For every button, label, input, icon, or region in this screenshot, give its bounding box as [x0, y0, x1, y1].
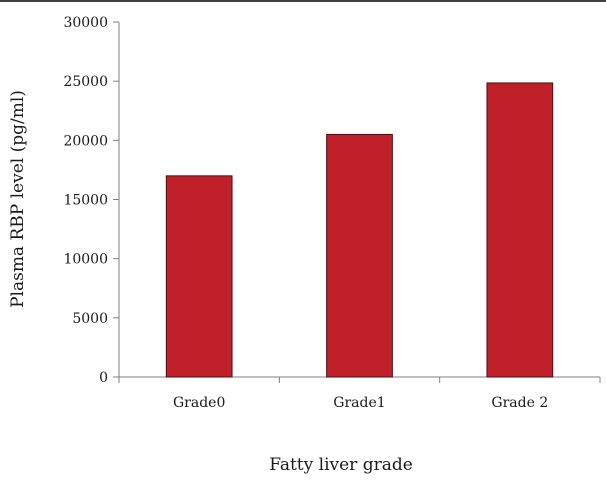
x-axis-title: Fatty liver grade — [269, 455, 413, 475]
x-tick-label: Grade 2 — [491, 395, 548, 411]
x-tick-label: Grade0 — [173, 395, 225, 411]
bar-grade1 — [326, 133, 393, 378]
bars — [165, 82, 554, 378]
y-tick-label: 10000 — [63, 252, 108, 268]
y-tick-label: 0 — [99, 370, 108, 386]
x-tick-label: Grade1 — [333, 395, 385, 411]
y-tick-label: 15000 — [63, 193, 108, 209]
y-axis — [113, 21, 120, 378]
y-tick-label: 25000 — [63, 74, 108, 90]
bar-grade0 — [165, 175, 233, 378]
bar-grade2 — [486, 82, 554, 378]
x-axis — [118, 376, 601, 383]
y-tick-label: 5000 — [72, 311, 108, 327]
x-tick-labels: Grade0 Grade1 Grade 2 — [173, 395, 548, 411]
y-tick-labels: 0 5000 10000 15000 20000 25000 30000 — [63, 15, 108, 386]
y-tick-label: 30000 — [63, 15, 108, 31]
y-axis-title: Plasma RBP level (pg/ml) — [8, 90, 28, 308]
y-tick-label: 20000 — [63, 133, 108, 149]
